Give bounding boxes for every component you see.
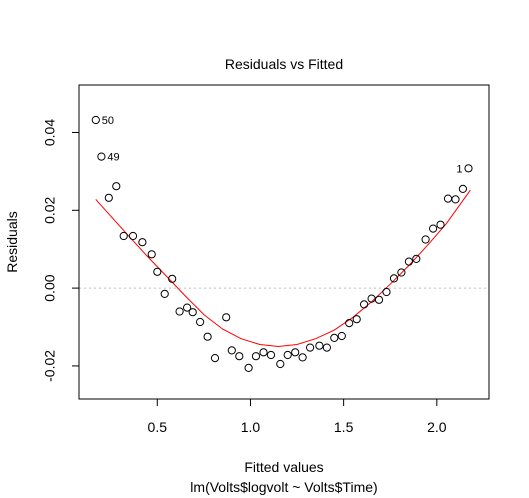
data-point: [389, 274, 399, 283]
data-point: [382, 287, 391, 297]
data-point: [276, 359, 285, 369]
data-point: [451, 195, 460, 204]
x-tick-label: 1.5: [334, 419, 354, 435]
data-point: [210, 354, 220, 363]
data-point: [128, 231, 138, 241]
x-axis: 0.5 1.0 1.5 2.0: [148, 398, 447, 435]
data-point: [244, 363, 253, 372]
data-point: [397, 268, 406, 277]
data-point: [374, 295, 384, 304]
data-point: [251, 352, 261, 361]
x-tick-label: 0.5: [148, 419, 168, 435]
points-layer: [91, 115, 473, 372]
y-axis-label: Residuals: [4, 211, 20, 272]
data-point: [138, 238, 147, 247]
point-labels-layer: 50 49 1: [102, 115, 463, 175]
data-point: [412, 254, 421, 263]
data-point: [283, 350, 292, 360]
data-point: [188, 308, 197, 317]
point-label: 1: [456, 163, 462, 175]
smooth-curve: [95, 189, 471, 348]
data-point: [153, 267, 162, 276]
data-point: [266, 350, 276, 360]
data-point: [168, 274, 177, 283]
data-point: [183, 303, 192, 312]
data-point: [429, 224, 438, 233]
data-point: [104, 193, 113, 202]
data-point: [315, 341, 324, 350]
data-point: [352, 315, 361, 324]
data-point: [119, 231, 128, 241]
x-tick-label: 2.0: [427, 419, 447, 435]
data-point: [91, 115, 100, 125]
data-point: [404, 257, 413, 266]
data-point: [464, 164, 473, 173]
x-tick-label: 1.0: [241, 419, 261, 435]
data-point: [337, 331, 346, 341]
data-point: [147, 250, 156, 259]
data-point: [291, 348, 300, 357]
data-point: [322, 343, 331, 352]
y-tick-label: 0.00: [42, 274, 58, 301]
point-label: 50: [102, 115, 114, 127]
y-tick-label: 0.02: [42, 196, 58, 223]
data-point: [306, 343, 315, 352]
point-label: 49: [107, 152, 119, 164]
data-point: [196, 317, 205, 327]
data-point: [227, 346, 236, 355]
chart-title: Residuals vs Fitted: [225, 56, 343, 72]
smooth-curve-layer: [95, 189, 471, 348]
data-point: [222, 313, 231, 322]
data-point: [360, 300, 369, 309]
y-tick-label: 0.04: [42, 119, 58, 146]
data-point: [345, 319, 354, 328]
data-point: [458, 184, 467, 193]
data-point: [443, 194, 453, 203]
data-point: [175, 307, 184, 316]
data-point: [259, 348, 268, 357]
data-point: [436, 220, 445, 229]
x-axis-label: Fitted values: [244, 459, 323, 475]
data-point: [330, 333, 339, 342]
data-point: [235, 352, 244, 361]
data-point: [97, 152, 106, 161]
y-tick-label: -0.02: [42, 350, 58, 382]
data-point: [298, 353, 307, 362]
model-formula-subtitle: lm(Volts$logvolt ~ Volts$Time): [190, 479, 377, 495]
data-point: [112, 182, 121, 191]
y-axis: -0.02 0.00 0.02 0.04: [42, 119, 80, 382]
data-point: [421, 235, 430, 244]
data-point: [203, 332, 212, 341]
data-point: [160, 289, 169, 298]
